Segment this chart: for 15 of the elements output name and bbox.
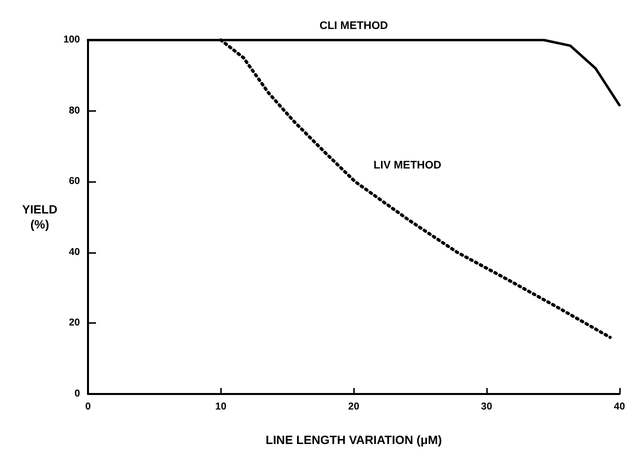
y-axis-title: YIELD (%) — [22, 202, 58, 232]
x-tick-label: 40 — [614, 402, 626, 412]
y-tick-label: 100 — [63, 34, 80, 46]
y-tick-label: 0 — [74, 388, 80, 400]
y-tick-label: 60 — [68, 176, 80, 188]
x-tick-label: 30 — [481, 402, 493, 412]
y-tick-label: 40 — [68, 246, 80, 258]
y-tick-label: 20 — [68, 318, 80, 329]
x-tick-label: 20 — [348, 402, 360, 412]
series-label: CLI METHOD — [319, 20, 388, 32]
y-tick-label: 80 — [68, 105, 80, 116]
x-tick-label: 10 — [215, 402, 227, 412]
x-axis-title: LINE LENGTH VARIATION (μM) — [266, 433, 442, 447]
x-tick-label: 0 — [85, 402, 92, 412]
series-label: LIV METHOD — [374, 160, 442, 172]
